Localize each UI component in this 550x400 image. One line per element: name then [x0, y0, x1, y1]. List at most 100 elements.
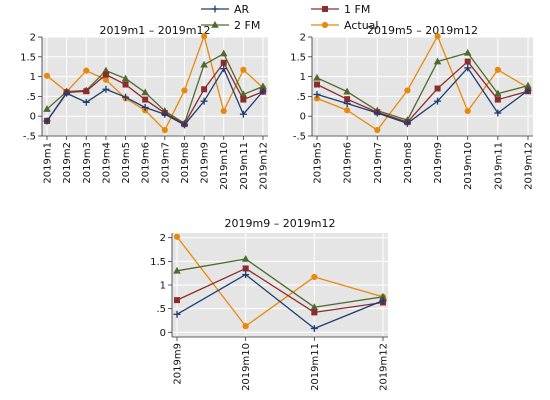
data-point: [524, 81, 532, 89]
x-tick-label: 2019m10: [219, 142, 230, 190]
x-tick-label: 2019m2: [62, 142, 73, 184]
data-point: [219, 49, 228, 57]
x-tick-label: 2019m5: [121, 142, 132, 184]
y-tick-label: -.5: [23, 132, 36, 143]
series-2-fm: [173, 255, 387, 311]
data-point: [43, 72, 51, 79]
data-point: [313, 95, 321, 102]
x-tick-label: 2019m11: [493, 142, 504, 190]
x-tick-label: 2019m4: [101, 142, 112, 184]
data-point: [239, 110, 247, 118]
data-point: [311, 273, 318, 281]
x-tick-label: 2019m1: [43, 142, 54, 184]
series-ar: [173, 271, 387, 332]
data-point: [220, 59, 227, 66]
data-point: [173, 233, 181, 240]
y-tick-label: .5: [156, 304, 166, 315]
series-line: [316, 52, 529, 121]
data-point: [141, 103, 149, 111]
x-tick-label: 2019m6: [343, 142, 354, 184]
x-tick-label: 2019m6: [141, 142, 152, 184]
chart-panel-1: 2019m5 – 2019m12 -.5 0 .5 1 1.5 2 2019m5 2019m6 2…: [290, 24, 534, 190]
chart-panel-0: 2019m1 – 2019m12 -.5 0 .5 1 1.5 2 2019m1 2019m2 2…: [20, 24, 269, 190]
data-point: [434, 85, 441, 92]
data-point: [83, 88, 90, 95]
data-point: [463, 48, 472, 56]
legend: AR 1 FM 2 FM Actual: [200, 0, 440, 36]
data-point: [494, 89, 502, 97]
data-point: [43, 105, 51, 112]
data-point: [343, 87, 351, 95]
legend-marker-1: [322, 6, 328, 12]
data-point: [259, 82, 267, 90]
series-line: [176, 258, 384, 308]
data-point: [374, 126, 381, 134]
data-point: [220, 107, 227, 115]
chart-title: 2019m1 – 2019m12: [100, 24, 211, 37]
series-line: [46, 68, 264, 126]
legend-key-0: [201, 5, 229, 13]
x-tick-label: 2019m11: [310, 343, 321, 391]
y-tick-label: 2: [300, 33, 306, 44]
data-point: [379, 297, 387, 305]
data-point: [242, 323, 249, 330]
series-line: [46, 52, 264, 124]
series-line: [316, 60, 529, 123]
y-tick-label: 1.5: [150, 257, 166, 268]
y-tick-label: 1: [300, 72, 306, 83]
data-point: [464, 58, 471, 65]
series-ar: [43, 65, 267, 129]
data-point: [403, 119, 411, 127]
series-line: [316, 67, 529, 124]
data-point: [464, 64, 472, 72]
x-tick-label: 2019m7: [373, 142, 384, 184]
data-point: [83, 67, 90, 74]
chart-title: 2019m5 – 2019m12: [367, 24, 478, 37]
x-tick-label: 2019m12: [259, 142, 270, 190]
data-point: [313, 73, 321, 81]
data-point: [344, 96, 351, 103]
y-tick-label: .5: [296, 92, 306, 103]
x-tick-label: 2019m11: [239, 142, 250, 190]
data-point: [181, 87, 188, 94]
x-tick-label: 2019m9: [200, 142, 211, 184]
y-tick-label: 1.5: [290, 52, 306, 63]
series-2-fm: [313, 48, 532, 123]
data-point: [200, 60, 208, 68]
data-point: [242, 271, 250, 279]
x-tick-label: 2019m8: [403, 142, 414, 184]
x-tick-label: 2019m7: [160, 142, 171, 184]
y-tick-label: 0: [30, 112, 36, 123]
data-point: [343, 100, 351, 108]
chart-title: 2019m9 – 2019m12: [225, 217, 336, 230]
data-point: [121, 74, 130, 82]
data-point: [102, 85, 110, 93]
data-point: [63, 89, 71, 97]
plot-area: [312, 37, 533, 136]
data-point: [102, 71, 109, 78]
data-point: [201, 86, 208, 93]
y-tick-label: 1.5: [20, 52, 36, 63]
x-tick-label: 2019m12: [379, 343, 390, 391]
data-point: [524, 86, 532, 94]
data-point: [180, 121, 188, 129]
data-point: [43, 117, 51, 125]
legend-marker-3: [321, 21, 329, 29]
data-point: [174, 297, 180, 304]
x-tick-label: 2019m3: [82, 142, 93, 184]
plot-area: [42, 37, 268, 136]
legend-key-1: [311, 6, 339, 12]
data-point: [404, 87, 411, 94]
legend-marker-0: [211, 5, 219, 13]
data-point: [464, 107, 471, 115]
legend-item-3: Actual: [310, 18, 415, 34]
data-point: [373, 109, 381, 117]
legend-key-3: [311, 21, 339, 29]
data-point: [141, 88, 149, 96]
data-point: [122, 93, 130, 101]
series-line: [176, 273, 384, 330]
data-point: [161, 110, 169, 118]
y-tick-label: 0: [300, 112, 306, 123]
x-tick-label: 2019m9: [433, 142, 444, 184]
